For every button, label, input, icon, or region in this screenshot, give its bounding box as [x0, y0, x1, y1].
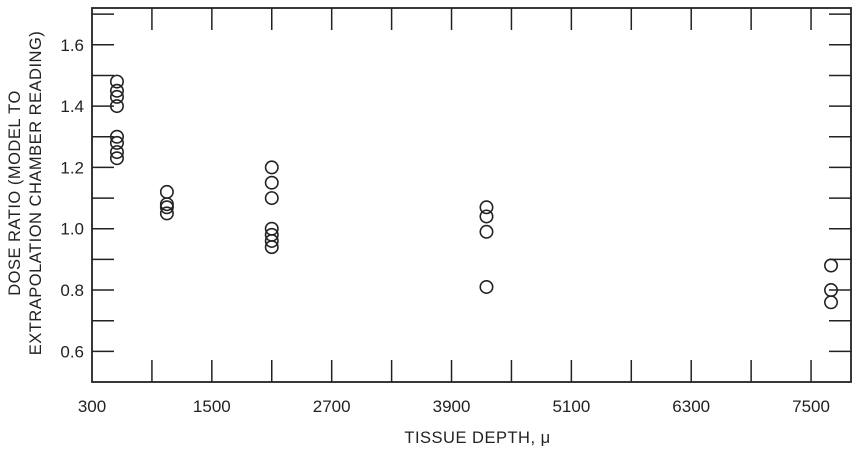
- data-point: [479, 200, 494, 215]
- y-tick-label: 0.6: [60, 342, 84, 361]
- x-tick-label: 3900: [433, 397, 471, 416]
- y-tick-label: 1.6: [60, 36, 84, 55]
- data-point: [109, 145, 124, 160]
- data-point: [479, 209, 494, 224]
- x-axis-title: TISSUE DEPTH, μ: [404, 429, 550, 447]
- data-point: [264, 240, 279, 255]
- data-point: [109, 99, 124, 114]
- axis-ticks: [92, 8, 851, 382]
- y-axis-title-line1: DOSE RATIO (MODEL TO: [6, 90, 24, 296]
- data-point: [264, 233, 279, 248]
- y-tick-label: 0.8: [60, 281, 84, 300]
- x-tick-label: 300: [78, 397, 106, 416]
- data-point: [109, 129, 124, 144]
- y-tick-label: 1.4: [60, 97, 84, 116]
- data-point: [479, 224, 494, 239]
- data-point: [824, 258, 839, 273]
- data-point: [109, 135, 124, 150]
- x-tick-label: 2700: [313, 397, 351, 416]
- data-point: [159, 200, 174, 215]
- data-point: [109, 89, 124, 104]
- data-point: [824, 295, 839, 310]
- data-point: [264, 160, 279, 175]
- data-point: [264, 191, 279, 206]
- data-point: [159, 206, 174, 221]
- x-tick-label: 7500: [792, 397, 830, 416]
- data-point: [479, 279, 494, 294]
- data-point: [159, 184, 174, 199]
- y-tick-labels: 0.6 0.8 1.0 1.2 1.4 1.6: [60, 36, 84, 362]
- data-point: [109, 74, 124, 89]
- y-tick-label: 1.0: [60, 220, 84, 239]
- y-axis-title-line2: EXTRAPOLATION CHAMBER READING): [27, 31, 45, 356]
- data-point: [109, 83, 124, 98]
- x-tick-label: 6300: [672, 397, 710, 416]
- data-point: [264, 175, 279, 190]
- data-point: [109, 151, 124, 166]
- y-tick-label: 1.2: [60, 158, 84, 177]
- x-tick-label: 1500: [193, 397, 231, 416]
- x-tick-label: 5100: [552, 397, 590, 416]
- x-tick-labels: 300 1500 2700 3900 5100 6300 7500: [78, 397, 830, 416]
- data-points: [109, 74, 839, 310]
- plot-frame: [91, 7, 852, 383]
